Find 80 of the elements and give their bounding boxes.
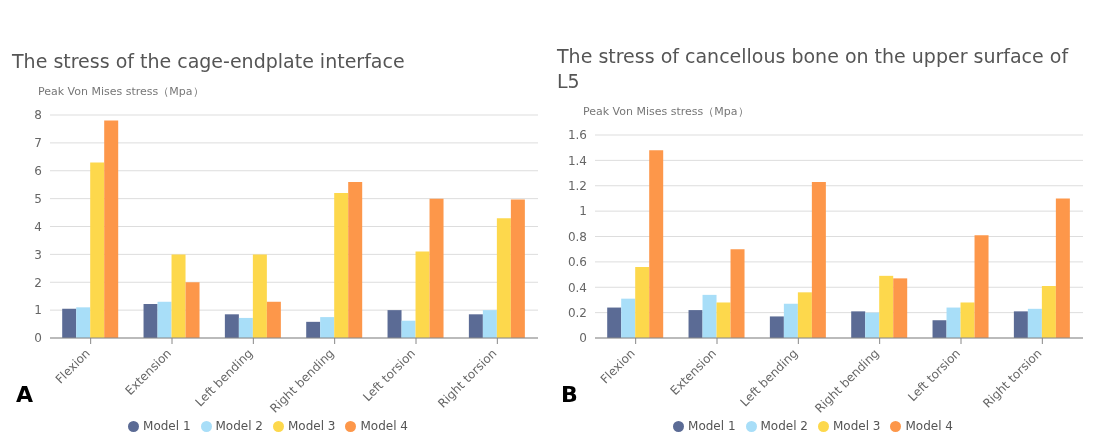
y-tick-label: 4 (34, 219, 42, 234)
y-tick-label: 0.4 (567, 280, 587, 295)
chart-title: The stress of cancellous bone on the upper surface of L5 (556, 44, 1070, 94)
bar (306, 321, 321, 338)
y-tick-label: 0.6 (567, 255, 587, 270)
y-tick-label: 6 (34, 164, 42, 179)
bar (90, 162, 105, 338)
y-tick-label: 7 (34, 136, 42, 151)
bar (811, 181, 826, 338)
bar (1027, 308, 1042, 338)
bar (607, 307, 622, 338)
bar (974, 235, 989, 338)
legend-label: Model 2 (215, 419, 263, 433)
legend-label: Model 3 (833, 419, 881, 433)
bar (76, 307, 91, 338)
text: B (561, 382, 578, 407)
bar (157, 301, 172, 338)
bar (510, 199, 525, 338)
y-tick-label: 0.8 (567, 229, 587, 244)
y-tick-label: 5 (34, 191, 42, 206)
bar (224, 314, 239, 338)
bar (348, 181, 363, 338)
bar (185, 282, 200, 338)
bar (104, 120, 119, 338)
bar (429, 198, 444, 338)
y-tick-label: 2 (34, 275, 42, 290)
bar (62, 308, 77, 338)
bar (387, 310, 402, 338)
bar (797, 292, 812, 338)
bar (401, 320, 416, 338)
bar (266, 301, 281, 338)
bar (621, 298, 636, 338)
bar (865, 312, 880, 338)
bar (238, 317, 253, 338)
bar (879, 275, 894, 338)
y-tick-label: 0 (579, 331, 587, 346)
bar (702, 294, 717, 338)
legend-label: Model 1 (688, 419, 736, 433)
text: A (16, 382, 34, 407)
bar (1013, 311, 1028, 338)
bar (851, 311, 866, 338)
legend-label: Model 4 (905, 419, 953, 433)
bar (482, 310, 497, 338)
y-tick-label: 1.2 (567, 179, 587, 194)
bar (932, 320, 947, 338)
legend-label: Model 3 (288, 419, 336, 433)
legend-label: Model 1 (143, 419, 191, 433)
bar (320, 317, 335, 338)
bar (769, 316, 784, 338)
y-tick-label: 1 (34, 303, 42, 318)
bar (334, 193, 349, 338)
y-tick-label: 1.6 (567, 128, 587, 143)
y-tick-label: 8 (34, 108, 42, 123)
bar (893, 278, 908, 338)
y-axis-title: Peak Von Mises stress（Mpa） (37, 84, 205, 99)
bar (960, 302, 975, 338)
bar (783, 303, 798, 338)
y-tick-label: 0 (34, 331, 42, 346)
bar (635, 266, 650, 338)
y-axis-title: Peak Von Mises stress（Mpa） (582, 104, 750, 119)
y-tick-label: 0.2 (567, 305, 587, 320)
legend-label: Model 4 (360, 419, 408, 433)
bar (171, 254, 186, 338)
y-tick-label: 3 (34, 247, 42, 262)
bar (649, 150, 664, 338)
bar (1055, 198, 1070, 338)
bar (415, 251, 430, 338)
bar (468, 314, 483, 338)
bar (946, 307, 961, 338)
chart-title: The stress of the cage-endplate interface (11, 49, 406, 74)
bar (730, 249, 745, 338)
bar (716, 302, 731, 338)
legend-label: Model 2 (760, 419, 808, 433)
bar (143, 303, 158, 338)
y-tick-label: 1 (579, 204, 587, 219)
bar (1041, 285, 1056, 338)
y-tick-label: 1.4 (567, 153, 587, 168)
bar (496, 218, 511, 338)
bar (688, 310, 703, 338)
bar (252, 254, 267, 338)
